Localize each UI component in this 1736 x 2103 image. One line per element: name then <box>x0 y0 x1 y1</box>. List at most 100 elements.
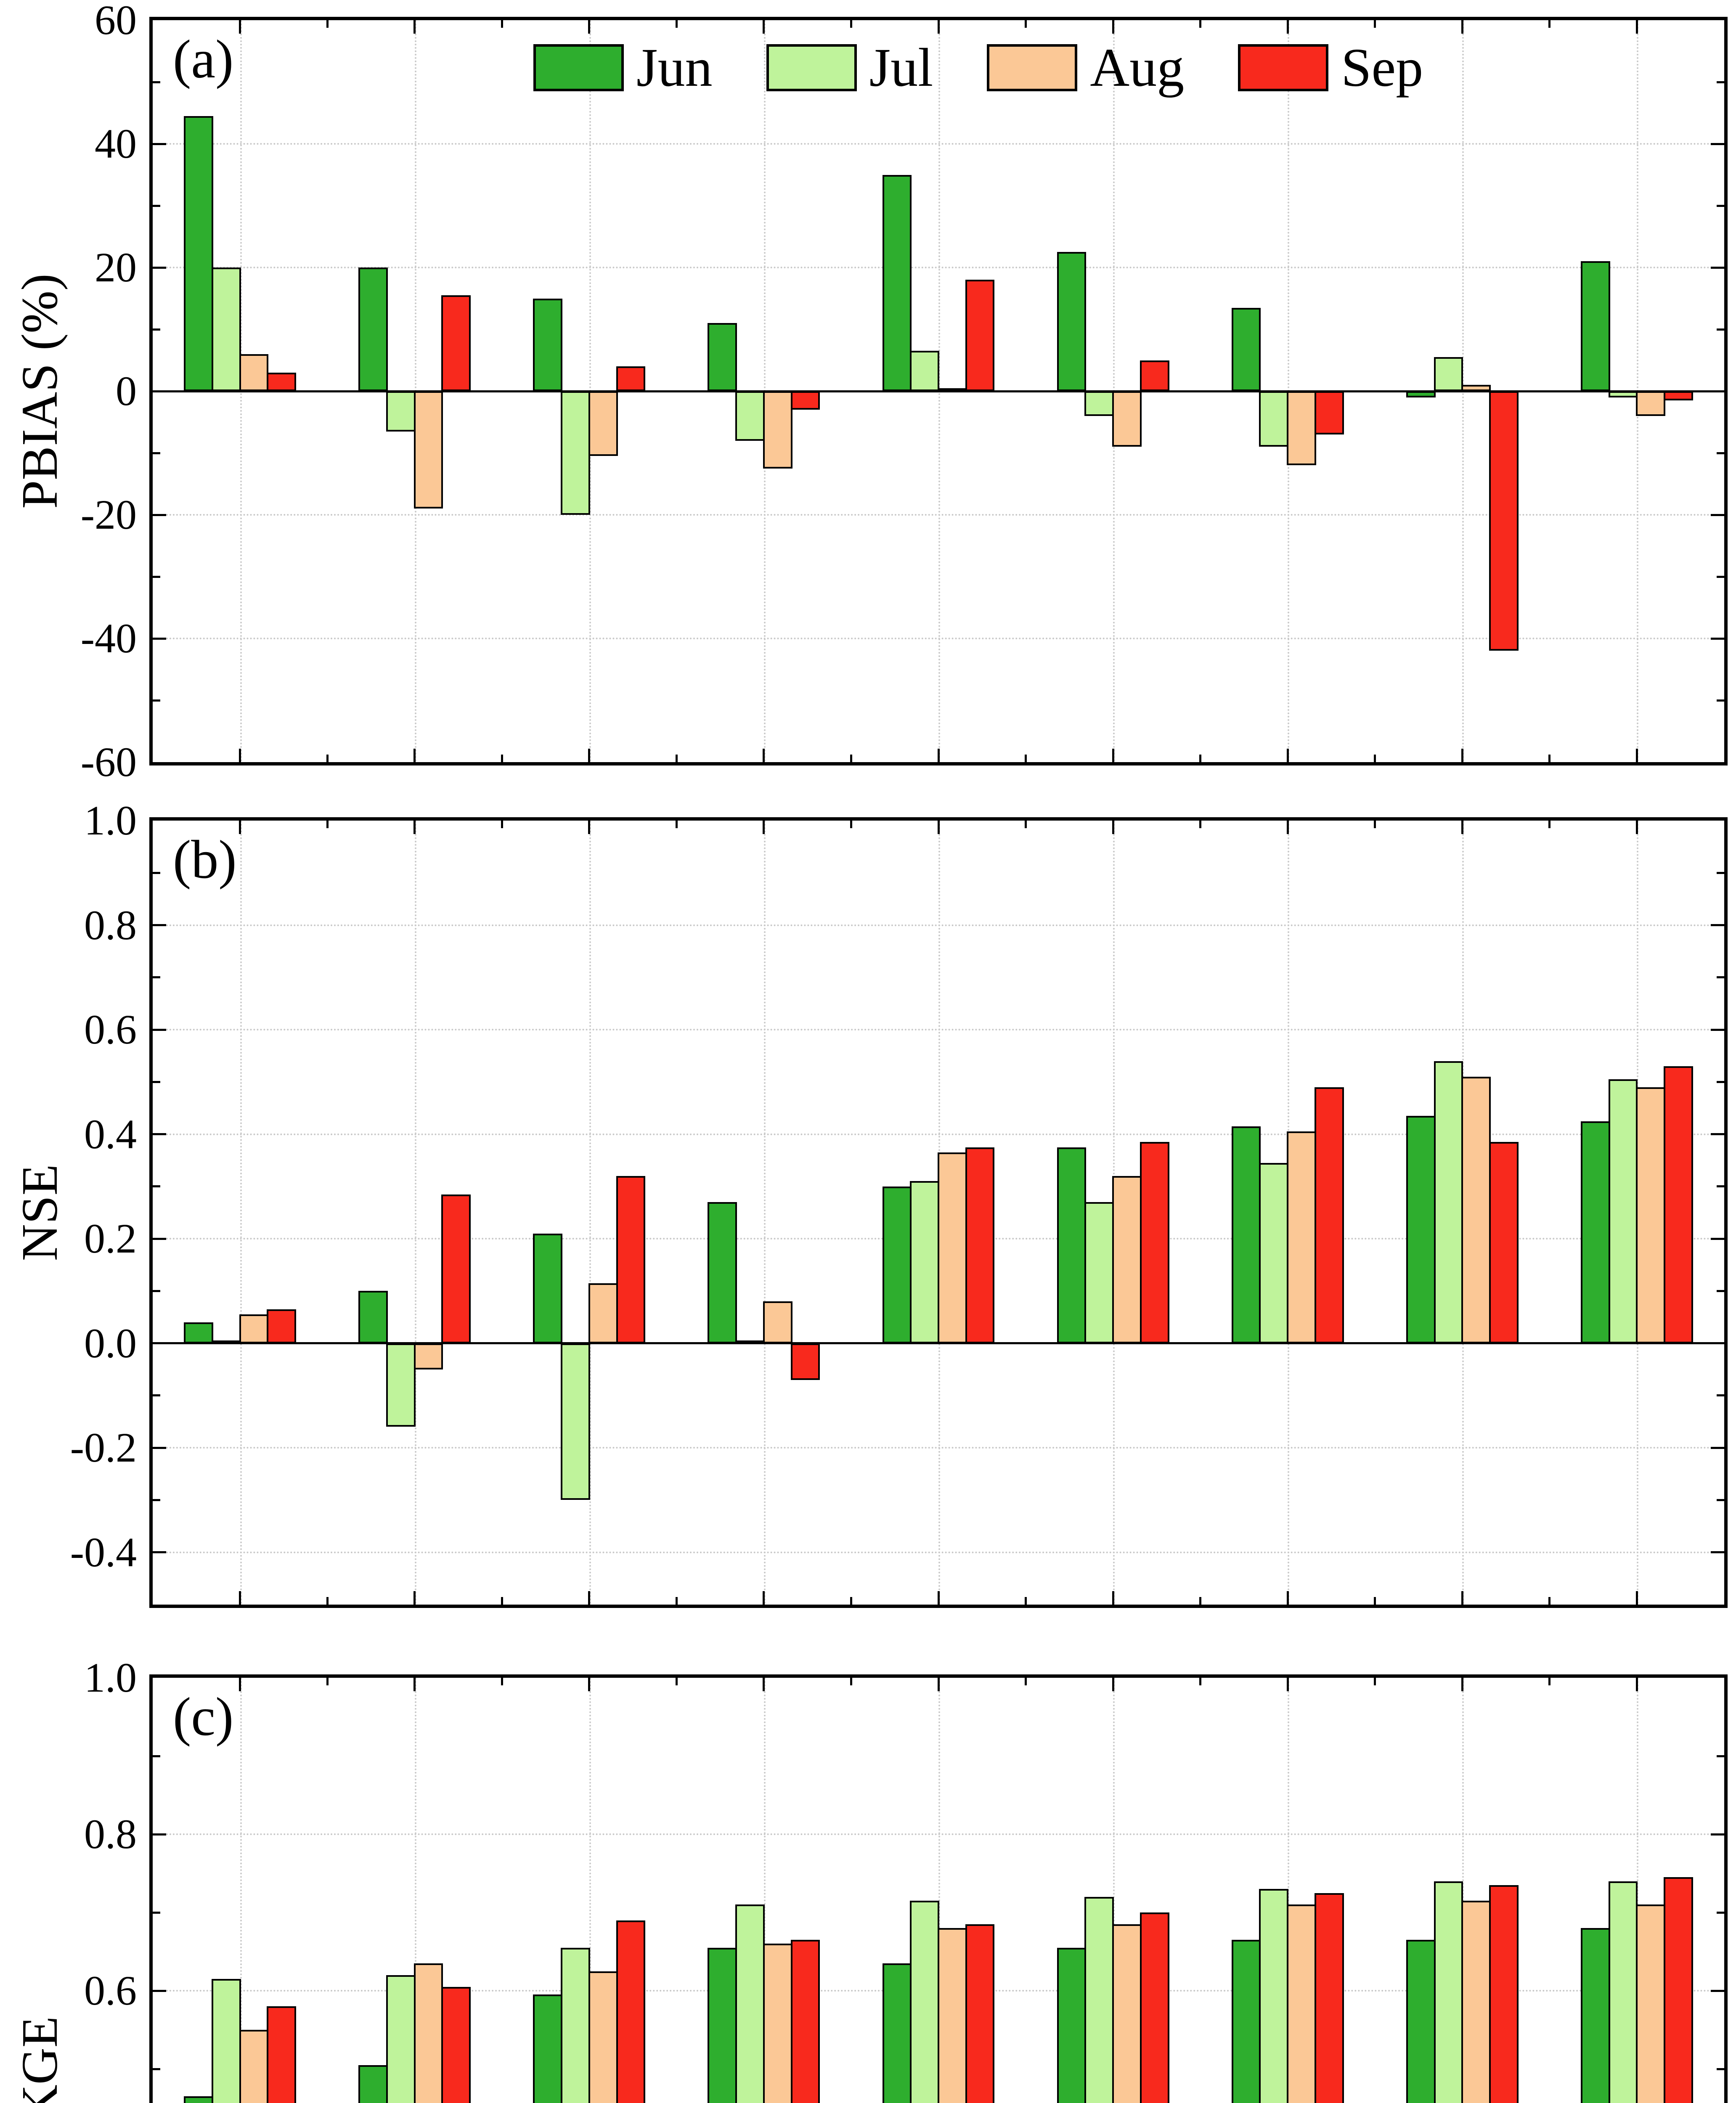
bar-mlqr-aug <box>1287 1904 1316 2103</box>
panel-b-label: (b) <box>173 829 237 890</box>
axis-tick <box>1635 749 1638 762</box>
axis-tick <box>153 1342 166 1345</box>
axis-tick <box>1461 749 1463 762</box>
axis-tick <box>153 1989 166 1992</box>
bar-imerg-jul <box>735 391 765 441</box>
axis-tick <box>1711 514 1724 516</box>
bar-bmaq-jun <box>1406 1940 1436 2103</box>
axis-tick <box>239 20 241 34</box>
bar-tamsat-jul <box>386 1975 416 2103</box>
bar-bmaq-jul <box>1434 357 1463 391</box>
bar-persiann-jun <box>184 116 213 391</box>
bar-dvqr-jun <box>1580 1121 1610 1343</box>
axis-tick <box>763 1591 765 1605</box>
bar-imerg-sep <box>790 1343 820 1380</box>
axis-tick <box>153 699 160 702</box>
axis-tick <box>239 1678 241 1691</box>
y-tick-label: -0.4 <box>70 1528 137 1576</box>
bar-bmaq-jul <box>1434 1881 1463 2103</box>
bar-sma-sep <box>1140 1912 1169 2103</box>
bar-cmorph-jun <box>533 1994 563 2103</box>
axis-tick <box>588 821 591 834</box>
bar-cmorph-sep <box>616 366 646 391</box>
legend-swatch-aug <box>987 44 1078 91</box>
y-tick-label: 40 <box>95 120 137 167</box>
axis-tick <box>239 749 241 762</box>
axis-tick <box>850 821 852 828</box>
axis-tick <box>1112 821 1114 834</box>
legend-label-jun: Jun <box>636 37 713 98</box>
axis-tick <box>1711 1833 1724 1835</box>
legend-label-aug: Aug <box>1090 37 1185 98</box>
axis-tick <box>153 452 160 454</box>
bar-oora-aug <box>938 1928 967 2103</box>
bar-sma-jul <box>1084 1896 1114 2103</box>
legend-item-jun: Jun <box>533 40 766 95</box>
axis-tick <box>1717 1185 1724 1188</box>
bar-persiann-sep <box>267 372 297 391</box>
axis-tick <box>153 1028 166 1031</box>
axis-tick <box>1635 821 1638 834</box>
axis-tick <box>153 1755 160 1757</box>
gridline-vertical <box>240 1678 242 2103</box>
axis-tick <box>153 1081 160 1083</box>
bar-imerg-aug <box>763 391 792 469</box>
axis-tick <box>1286 1591 1289 1605</box>
bar-dvqr-jul <box>1608 1079 1638 1343</box>
axis-tick <box>1711 390 1724 392</box>
bar-dvqr-sep <box>1664 1066 1693 1343</box>
bar-imerg-jun <box>708 1202 737 1343</box>
bar-bmaq-sep <box>1489 1885 1519 2103</box>
bar-tamsat-sep <box>441 1986 471 2103</box>
axis-tick <box>1025 755 1027 762</box>
axis-tick <box>1199 20 1202 28</box>
axis-tick <box>1199 755 1202 762</box>
axis-tick <box>153 1290 160 1292</box>
bar-mlqr-aug <box>1287 1131 1316 1343</box>
y-tick-label: 60 <box>95 0 137 43</box>
axis-tick <box>1711 266 1724 269</box>
gridline-vertical <box>589 821 591 1605</box>
bar-bmaq-jun <box>1406 391 1436 397</box>
axis-tick <box>326 1597 329 1605</box>
axis-tick <box>763 821 765 834</box>
axis-tick <box>937 20 940 34</box>
axis-tick <box>239 1591 241 1605</box>
axis-tick <box>153 871 160 874</box>
axis-tick <box>153 1185 160 1188</box>
gridline-vertical <box>1113 1678 1115 2103</box>
bar-cmorph-jun <box>533 1233 563 1343</box>
axis-tick <box>501 1678 503 1685</box>
gridline-vertical <box>240 821 242 1605</box>
zero-line <box>153 1342 1724 1345</box>
bar-cmorph-jul <box>561 1947 590 2103</box>
axis-tick <box>1717 328 1724 331</box>
bar-tamsat-jul <box>386 391 416 432</box>
axis-tick <box>763 1678 765 1691</box>
axis-tick <box>413 749 416 762</box>
legend-item-jul: Jul <box>766 40 987 95</box>
bar-persiann-sep <box>267 2006 297 2103</box>
bar-mlqr-sep <box>1314 391 1344 434</box>
axis-tick <box>501 1597 503 1605</box>
axis-tick <box>937 749 940 762</box>
bar-cmorph-sep <box>616 1176 646 1343</box>
bar-bmaq-aug <box>1461 385 1491 391</box>
bar-dvqr-jul <box>1608 391 1638 397</box>
axis-tick <box>153 204 160 207</box>
bar-tamsat-aug <box>413 1343 443 1369</box>
bar-bmaq-jul <box>1434 1061 1463 1343</box>
y-tick-label: -0.2 <box>70 1424 137 1471</box>
bar-dvqr-aug <box>1636 391 1666 416</box>
axis-tick <box>1635 1678 1638 1691</box>
axis-tick <box>1717 452 1724 454</box>
axis-tick <box>1286 1678 1289 1691</box>
axis-tick <box>153 1499 160 1501</box>
axis-tick <box>1711 924 1724 927</box>
axis-tick <box>1374 821 1376 828</box>
axis-tick <box>1711 1989 1724 1992</box>
bar-mlqr-sep <box>1314 1087 1344 1343</box>
axis-tick <box>763 20 765 34</box>
bar-cmorph-jul <box>561 1343 590 1500</box>
axis-tick <box>1711 1446 1724 1449</box>
